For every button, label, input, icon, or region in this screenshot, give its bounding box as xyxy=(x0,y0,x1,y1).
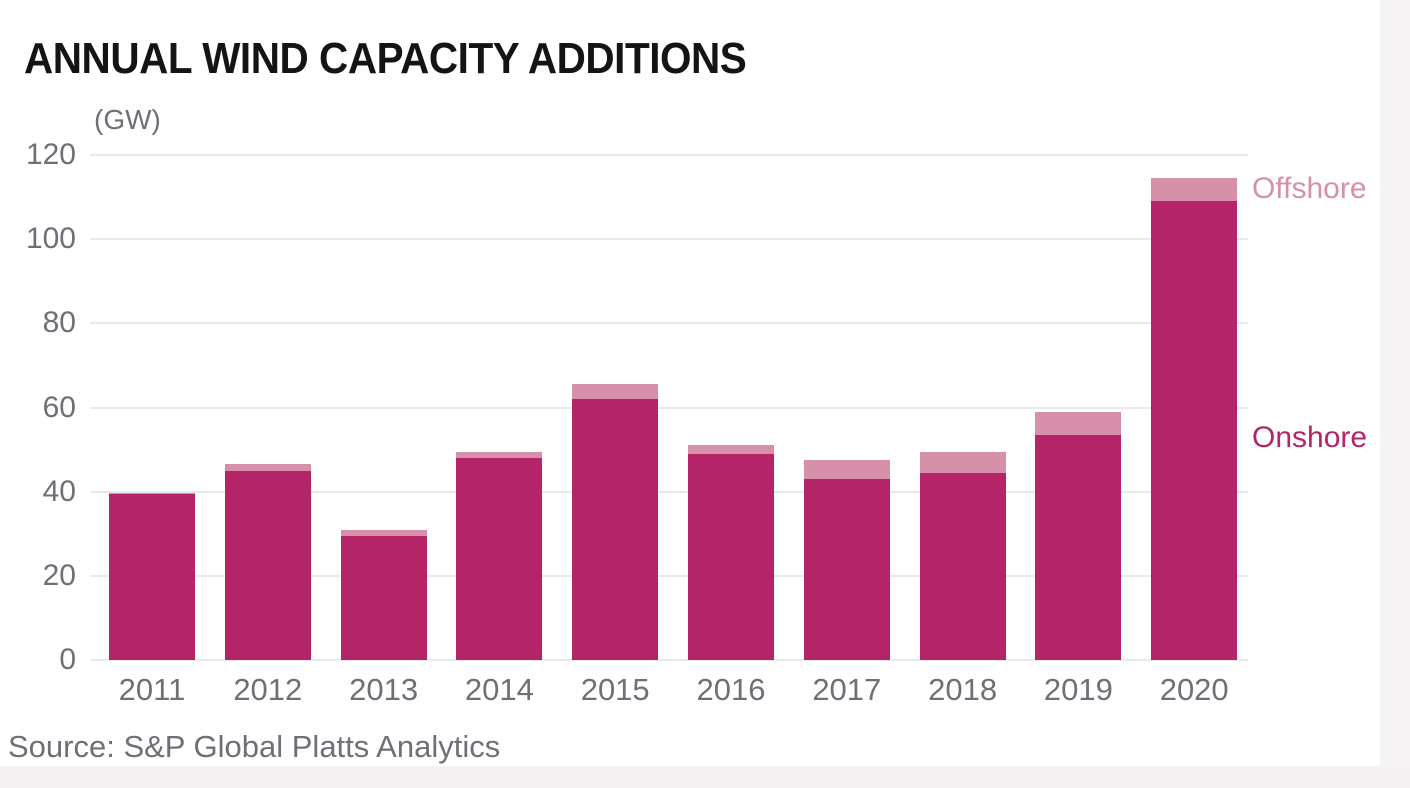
bar-2012 xyxy=(224,464,311,660)
bar-2016 xyxy=(688,445,774,660)
bar-2011-onshore xyxy=(109,493,195,660)
bar-2020 xyxy=(1151,178,1238,660)
y-tick-label-60: 60 xyxy=(42,390,76,424)
gridline-60 xyxy=(90,406,1248,409)
series-label-offshore: Offshore xyxy=(1252,172,1367,205)
series-label-onshore: Onshore xyxy=(1252,421,1368,454)
bottom-edge-shade xyxy=(0,766,1410,788)
y-tick-label-40: 40 xyxy=(42,474,76,508)
bar-2012-offshore xyxy=(224,464,311,471)
right-edge-shade xyxy=(1380,0,1410,788)
bar-2013 xyxy=(340,529,427,660)
bar-2013-offshore xyxy=(340,529,427,536)
plot-area xyxy=(90,154,1248,661)
y-tick-label-80: 80 xyxy=(42,306,76,340)
bar-2015 xyxy=(572,384,659,660)
x-tick-label-2017: 2017 xyxy=(812,672,882,707)
bar-2017-onshore xyxy=(803,479,890,660)
gridline-80 xyxy=(90,322,1248,325)
bar-2014-offshore xyxy=(456,451,543,458)
x-tick-label-2018: 2018 xyxy=(928,672,998,707)
chart-title: ANNUAL WIND CAPACITY ADDITIONS xyxy=(24,34,747,83)
y-tick-label-20: 20 xyxy=(42,558,76,592)
gridline-100 xyxy=(90,238,1248,241)
bar-2011 xyxy=(109,492,195,660)
x-tick-label-2013: 2013 xyxy=(349,672,419,707)
bar-2020-onshore xyxy=(1151,201,1238,660)
y-tick-label-120: 120 xyxy=(25,138,76,171)
y-tick-label-100: 100 xyxy=(25,222,76,256)
bar-2014-onshore xyxy=(456,458,543,660)
bar-2016-onshore xyxy=(688,453,774,660)
bar-2015-onshore xyxy=(572,399,659,660)
bar-2016-offshore xyxy=(688,445,774,454)
bar-2018 xyxy=(919,451,1006,660)
x-tick-label-2012: 2012 xyxy=(233,672,303,707)
x-tick-label-2011: 2011 xyxy=(118,672,186,707)
bar-2011-offshore xyxy=(109,492,195,494)
bar-2014 xyxy=(456,451,543,660)
bar-2012-onshore xyxy=(224,470,311,660)
x-tick-label-2015: 2015 xyxy=(580,672,650,707)
bar-2018-offshore xyxy=(919,451,1006,473)
bar-2013-onshore xyxy=(340,535,427,660)
bar-2019 xyxy=(1035,411,1122,660)
bar-2017 xyxy=(803,460,890,660)
gridline-20 xyxy=(90,574,1248,577)
bar-2019-offshore xyxy=(1035,411,1122,435)
bar-2020-offshore xyxy=(1151,178,1238,202)
y-tick-label-0: 0 xyxy=(59,643,76,676)
x-tick-label-2016: 2016 xyxy=(696,672,766,707)
gridline-40 xyxy=(90,490,1248,493)
x-tick-label-2014: 2014 xyxy=(464,672,534,707)
gridline-120 xyxy=(90,154,1248,156)
source-note: Source: S&P Global Platts Analytics xyxy=(8,729,501,764)
bar-2017-offshore xyxy=(803,460,890,480)
x-tick-label-2019: 2019 xyxy=(1043,672,1113,707)
bar-2019-onshore xyxy=(1035,434,1122,660)
gridline-0 xyxy=(90,659,1248,661)
bar-2015-offshore xyxy=(572,384,659,400)
x-tick-label-2020: 2020 xyxy=(1159,672,1229,707)
bar-2018-onshore xyxy=(919,472,1006,660)
y-axis-unit-label: (GW) xyxy=(94,104,161,135)
